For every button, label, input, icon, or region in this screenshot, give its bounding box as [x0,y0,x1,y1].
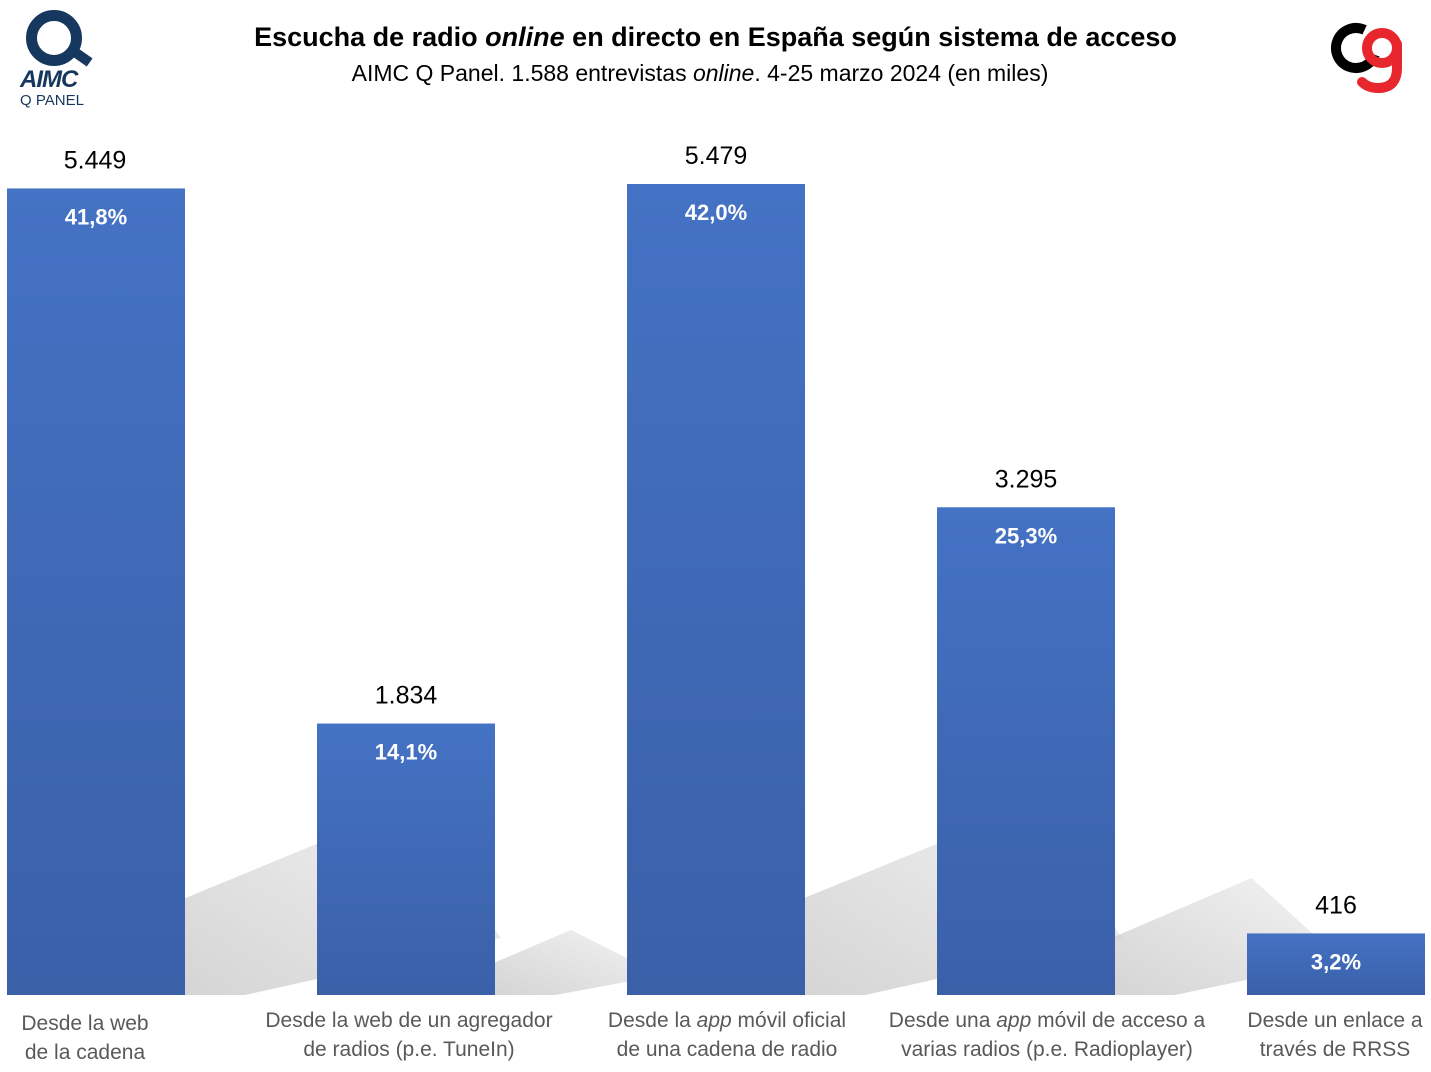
category-label-line: de la cadena [24,1041,146,1064]
bar-value-label: 5.449 [64,146,127,174]
bar [317,723,495,995]
category-label: Desde una app móvil de acceso a varias ra… [877,1006,1217,1064]
bar-value-label: 416 [1315,891,1357,919]
title-part-italic: online [485,22,565,52]
category-label-line: Desde la web [21,1012,149,1035]
bar-value-label: 1.834 [375,682,438,710]
category-label-line: Desde la app móvil oficial [607,1009,847,1032]
bar [1247,933,1425,995]
bar [937,507,1115,995]
category-label-line: Desde una app móvil de acceso a [888,1009,1206,1032]
category-label: Desde la app móvil oficial de una cadena … [582,1006,872,1064]
bar-value-label: 3.295 [995,465,1058,493]
category-label-line: Desde un enlace a [1247,1009,1423,1032]
category-label: Desde la web de un agregador de radios (p… [249,1006,569,1064]
category-label: Desde un enlace a través de RRSS [1240,1006,1430,1064]
subtitle-part-1: AIMC Q Panel. 1.588 entrevistas [351,60,693,86]
category-label-line: de radios (p.e. TuneIn) [303,1038,515,1061]
bar-percent-label: 41,8% [65,204,127,229]
aimc-q-panel-logo: AIMC Q PANEL [14,6,104,110]
subtitle-part-italic: online [692,60,755,86]
bar-percent-label: 42,0% [685,200,747,225]
bar-percent-label: 25,3% [995,523,1057,548]
chart-title: Escucha de radio online en directo en Es… [0,22,1431,53]
bar-percent-label: 3,2% [1311,949,1361,974]
bar [7,188,185,995]
bar-shadow [495,929,662,995]
category-label-line: través de RRSS [1259,1038,1411,1061]
bar-percent-label: 14,1% [375,740,437,765]
subtitle-part-2: . 4-25 marzo 2024 (en miles) [754,60,1049,86]
q-ring-icon [26,10,82,66]
chart-subtitle: AIMC Q Panel. 1.588 entrevistas online. … [0,60,1400,87]
category-label-line: varias radios (p.e. Radioplayer) [901,1038,1193,1061]
brand-g-tail [1357,39,1402,94]
logo-aimc-word: AIMC [20,66,78,93]
title-part-1: Escucha de radio [254,22,486,52]
title-part-2: en directo en España según sistema de ac… [564,22,1177,52]
logo-panel-word: Q PANEL [20,92,84,109]
bar [627,184,805,995]
category-label: Desde la web de la cadena [0,1009,170,1067]
bar-value-label: 5.479 [685,142,748,170]
brand-c-shape [1331,23,1381,73]
brand-g-logo [1331,23,1402,94]
category-label-line: de una cadena de radio [616,1038,838,1061]
category-label-line: Desde la web de un agregador [265,1009,553,1032]
